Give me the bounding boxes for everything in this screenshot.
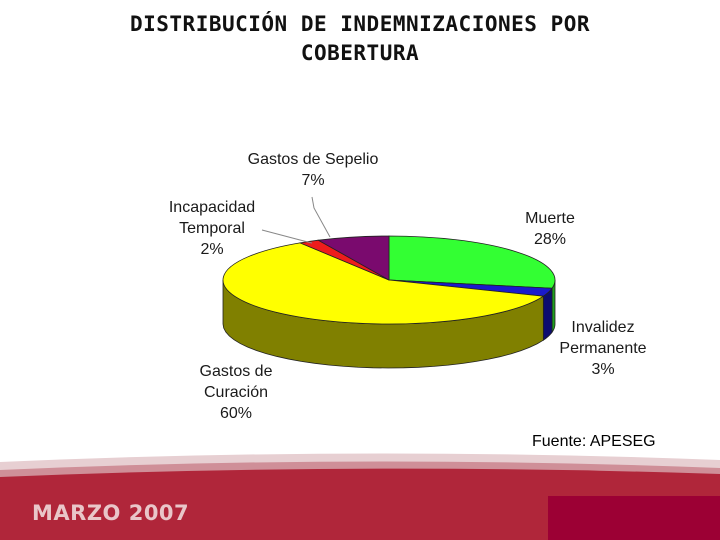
footer-band: [0, 453, 720, 540]
pie-tops: [222, 235, 556, 325]
slice-label-2: Gastos de Curación 60%: [180, 361, 292, 424]
leader-line-3: [261, 229, 313, 244]
pie-slice-0: [388, 235, 556, 289]
slice-label-4: Gastos de Sepelio 7%: [228, 149, 398, 191]
slice-label-text: Temporal: [179, 220, 245, 237]
slice-label-1: Invalidez Permanente 3%: [548, 317, 658, 380]
slice-value-label: 60%: [219, 405, 253, 422]
leader-lines: [261, 196, 331, 244]
slice-label-text: Curación: [203, 384, 269, 401]
slice-label-0: Muerte 28%: [500, 208, 600, 250]
slice-label-text: Gastos de Sepelio: [247, 151, 379, 168]
chart-title-line-1: DISTRIBUCIÓN DE INDEMNIZACIONES POR: [129, 12, 590, 36]
leader-line-4: [311, 196, 331, 238]
slice-value-label: 28%: [533, 231, 567, 248]
slice-value-label: 3%: [591, 361, 615, 378]
slice-label-text: Invalidez: [571, 319, 635, 336]
slice-value-label: 7%: [301, 172, 325, 189]
footer-date: MARZO 2007: [32, 501, 190, 525]
pie-slice-2: [222, 242, 545, 325]
chart-title-line-2: COBERTURA: [300, 41, 420, 65]
slice-label-text: Gastos de: [199, 363, 273, 380]
footer-accent-box: [548, 496, 720, 540]
slice-value-label: 2%: [200, 241, 224, 258]
slice-label-text: Permanente: [559, 340, 647, 357]
chart-title: DISTRIBUCIÓN DE INDEMNIZACIONES POR COBE…: [0, 10, 720, 68]
slice-label-3: Incapacidad Temporal 2%: [154, 197, 270, 260]
pie-slice-4: [317, 235, 390, 281]
slice-label-text: Incapacidad: [168, 199, 256, 216]
footer-band-fill: [0, 468, 720, 540]
slice-label-text: Muerte: [525, 210, 575, 227]
source-note: Fuente: APESEG: [532, 433, 656, 450]
